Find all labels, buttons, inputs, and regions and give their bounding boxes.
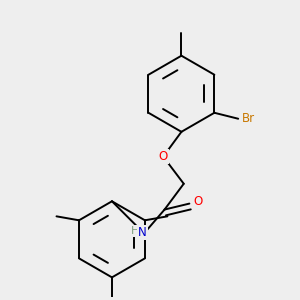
Text: O: O xyxy=(193,195,203,208)
Text: Br: Br xyxy=(242,112,255,125)
Text: O: O xyxy=(159,150,168,163)
Text: H: H xyxy=(130,226,139,236)
Text: N: N xyxy=(138,226,147,239)
